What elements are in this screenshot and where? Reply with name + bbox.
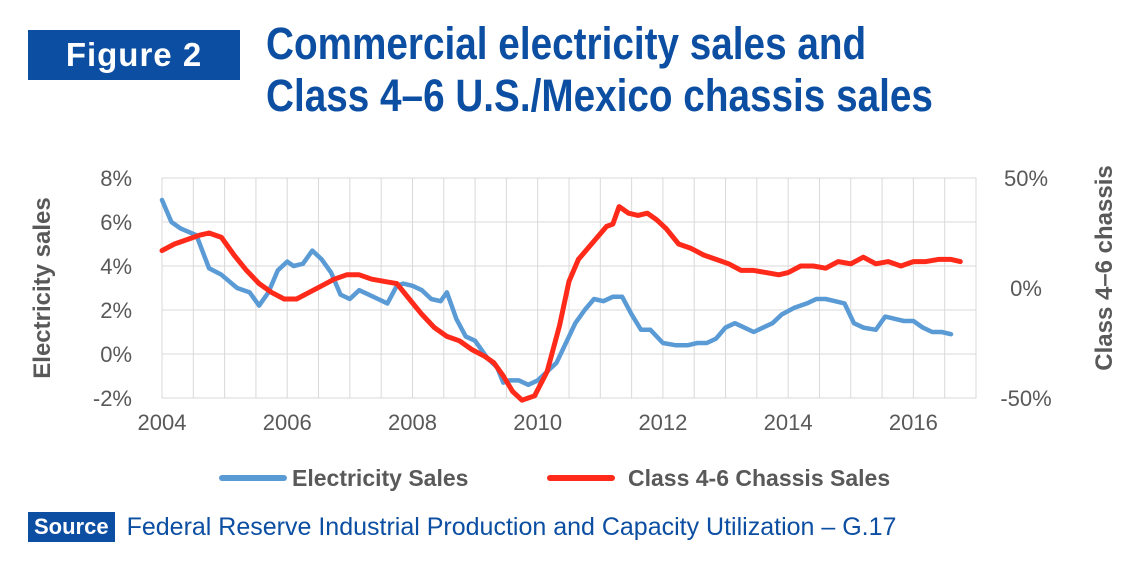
y-tick-label: 8% xyxy=(100,166,132,191)
x-tick-label: 2008 xyxy=(388,410,437,435)
y-tick-label: 4% xyxy=(100,254,132,279)
series-lines xyxy=(159,197,963,403)
chart-area: 8% 6% 4% 2% 0% -2% 50% 0% -50% 2004 2006 2008 2010… xyxy=(29,165,1118,491)
right-axis-label: Class 4–6 chassis xyxy=(1091,165,1118,371)
legend: Electricity Sales Class 4-6 Chassis Sales xyxy=(219,465,890,491)
y2-tick-label: 50% xyxy=(1004,166,1048,191)
y-tick-label: 6% xyxy=(100,210,132,235)
legend-label: Electricity Sales xyxy=(292,465,468,491)
y-tick-label: 2% xyxy=(100,298,132,323)
left-axis-label: Electricity sales xyxy=(29,197,56,378)
x-tick-label: 2016 xyxy=(889,410,938,435)
x-tick-label: 2006 xyxy=(263,410,312,435)
title-line-1: Commercial electricity sales and xyxy=(266,18,867,69)
electricity-sales-line xyxy=(159,197,954,388)
title-line-2: Class 4–6 U.S./Mexico chassis sales xyxy=(266,70,933,121)
legend-label: Class 4-6 Chassis Sales xyxy=(628,465,890,491)
x-tick-label: 2004 xyxy=(138,410,187,435)
x-tick-label: 2012 xyxy=(638,410,687,435)
y-tick-label: -2% xyxy=(93,386,132,411)
chassis-sales-line xyxy=(159,204,963,403)
figure-badge: Figure 2 xyxy=(28,30,240,80)
x-tick-label: 2010 xyxy=(513,410,562,435)
left-axis-ticks: 8% 6% 4% 2% 0% -2% xyxy=(93,166,132,411)
chart-title: Commercial electricity sales and Class 4… xyxy=(266,18,1006,122)
right-axis-ticks: 50% 0% -50% xyxy=(1000,166,1051,411)
y-tick-label: 0% xyxy=(100,342,132,367)
x-tick-label: 2014 xyxy=(764,410,813,435)
source-text: Federal Reserve Industrial Production an… xyxy=(126,512,897,541)
y2-tick-label: 0% xyxy=(1010,276,1042,301)
source-badge: Source xyxy=(28,512,115,542)
source-line: Source Federal Reserve Industrial Produc… xyxy=(28,510,896,544)
x-axis-ticks: 2004 2006 2008 2010 2012 2014 2016 xyxy=(138,410,938,435)
y2-tick-label: -50% xyxy=(1000,386,1051,411)
